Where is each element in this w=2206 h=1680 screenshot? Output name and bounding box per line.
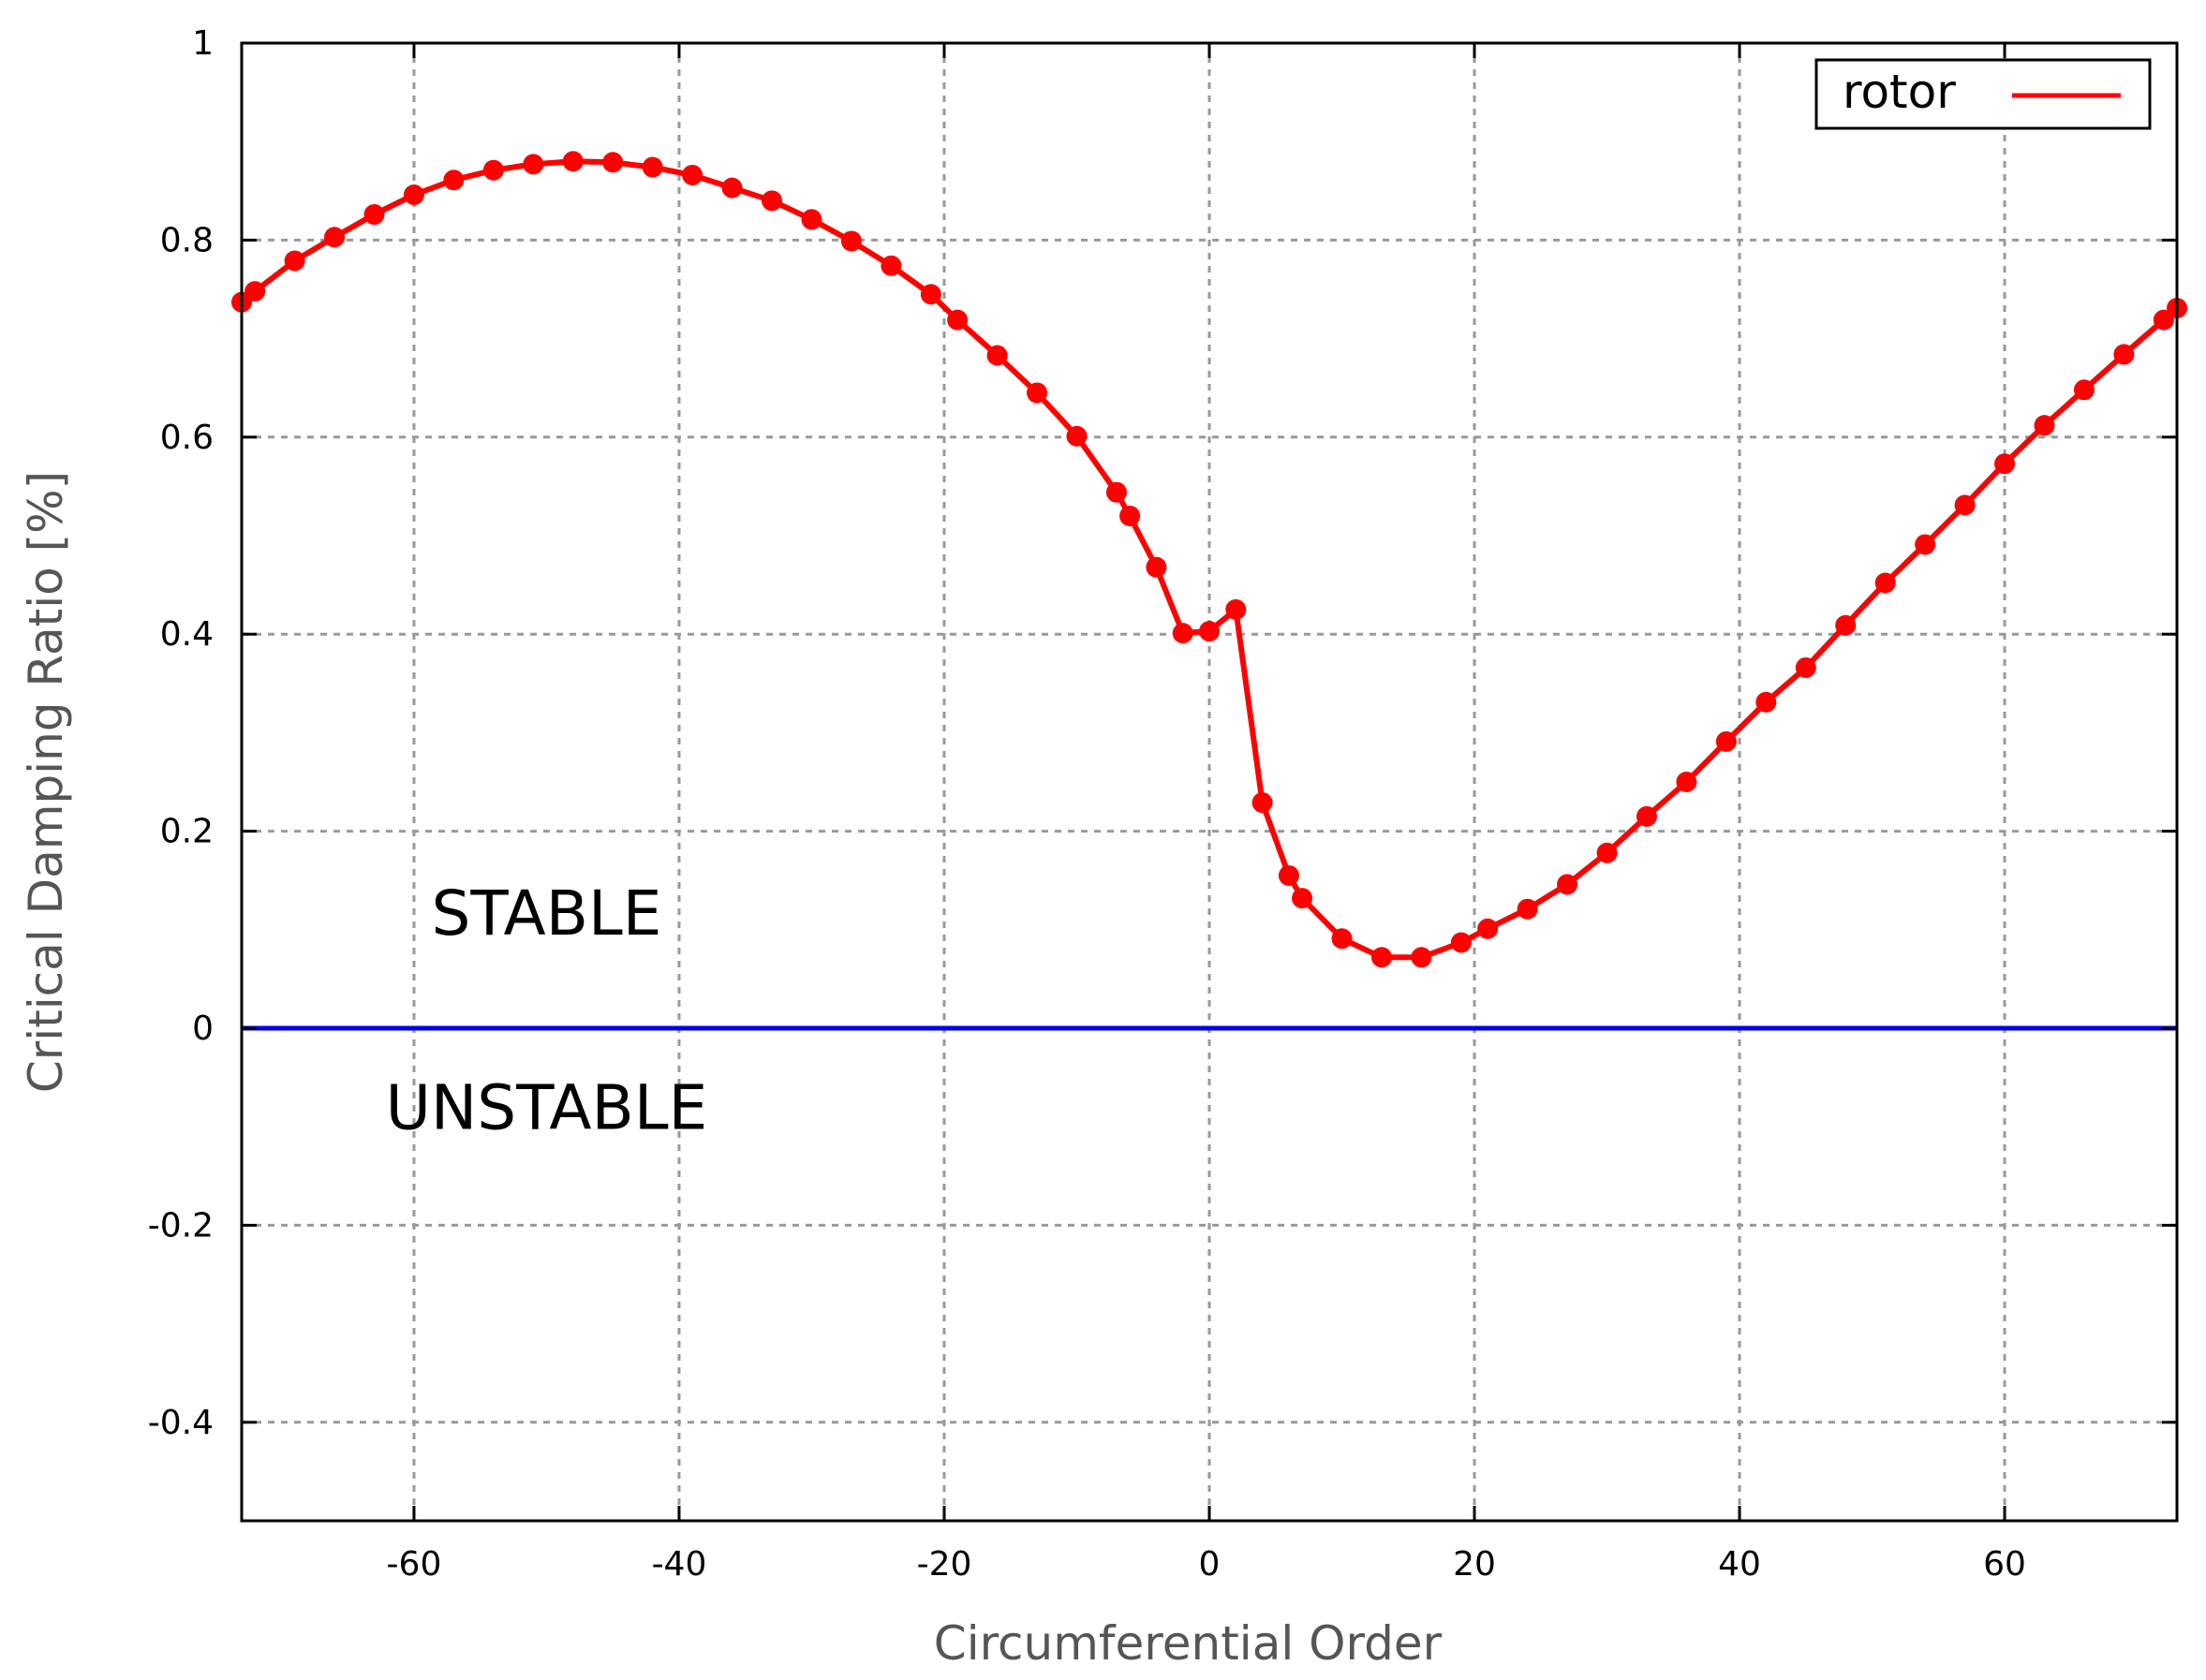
axis-ticks: -60 -40 -20 0 20 40 60 -0.4 -0.2 0 0.2 0.4 0.6 0.8 1 (148, 24, 2177, 1584)
x-tick-label: -40 (652, 1545, 707, 1584)
data-point (1199, 621, 1220, 642)
data-point (1557, 874, 1578, 895)
y-tick-label: 0 (192, 1009, 214, 1048)
data-point (482, 159, 504, 181)
data-point (1146, 556, 1167, 578)
data-point (1795, 656, 1816, 678)
data-point (920, 284, 941, 305)
data-point (1292, 888, 1313, 909)
data-point (1596, 842, 1618, 863)
series-rotor (231, 151, 2187, 968)
data-point (1251, 792, 1273, 814)
data-point (2034, 415, 2055, 436)
data-point (284, 250, 305, 272)
x-tick-label: -20 (917, 1545, 972, 1584)
y-tick-label: 0.4 (160, 615, 214, 654)
annotation-stable: STABLE (431, 877, 661, 950)
data-point (1225, 598, 1247, 620)
annotations: STABLE UNSTABLE (386, 877, 708, 1143)
data-point (881, 255, 902, 276)
x-tick-label: 20 (1453, 1545, 1496, 1584)
data-point (1915, 534, 1936, 555)
data-point (1835, 614, 1857, 636)
data-point (1477, 918, 1499, 939)
legend: rotor (1814, 58, 2152, 130)
data-point (1066, 425, 1088, 447)
data-point (1994, 453, 2016, 475)
data-point (1331, 928, 1353, 950)
x-tick-label: -60 (387, 1545, 442, 1584)
data-point (986, 345, 1008, 366)
data-point (721, 177, 743, 199)
data-point (2073, 379, 2095, 401)
x-tick-label: 60 (1983, 1545, 2026, 1584)
data-point (762, 190, 783, 212)
data-point (1172, 623, 1193, 644)
data-point (642, 156, 663, 178)
data-point (1027, 382, 1048, 404)
data-point (562, 151, 584, 172)
y-tick-label: 0.6 (160, 419, 214, 457)
data-point (443, 169, 465, 191)
data-point (324, 227, 346, 248)
data-point (2113, 344, 2135, 365)
annotation-unstable: UNSTABLE (386, 1071, 708, 1143)
data-point (1636, 805, 1657, 827)
data-point (244, 281, 266, 302)
grid-lines (242, 41, 2177, 1521)
data-point (682, 164, 703, 185)
data-point (1370, 947, 1392, 968)
data-point (523, 154, 544, 175)
data-point (1411, 947, 1432, 968)
y-tick-label: -0.2 (148, 1206, 214, 1245)
data-point (1105, 481, 1127, 503)
data-point (1517, 898, 1538, 920)
y-tick-label: -0.4 (148, 1404, 214, 1442)
data-point (1874, 572, 1896, 594)
data-point (1755, 691, 1777, 713)
data-point (2153, 309, 2174, 331)
data-point (1278, 864, 1299, 886)
data-point (1715, 730, 1737, 752)
legend-label-rotor: rotor (1843, 65, 1956, 119)
data-point (801, 209, 822, 230)
data-point (363, 204, 385, 226)
data-point (1954, 494, 1976, 516)
x-tick-label: 0 (1199, 1545, 1221, 1584)
legend-box (1814, 58, 2152, 130)
data-point (1450, 932, 1472, 953)
y-axis-title: Critical Damping Ratio [%] (19, 471, 73, 1093)
y-tick-label: 0.2 (160, 813, 214, 851)
data-point (1676, 772, 1697, 792)
y-tick-label: 1 (192, 24, 214, 63)
y-tick-label: 0.8 (160, 221, 214, 259)
data-point (602, 152, 624, 173)
data-point (1119, 505, 1141, 526)
data-point (403, 184, 424, 206)
x-tick-label: 40 (1718, 1545, 1761, 1584)
data-point (947, 309, 969, 331)
x-axis-title: Circumferential Order (934, 1616, 1443, 1671)
data-point (840, 230, 862, 252)
